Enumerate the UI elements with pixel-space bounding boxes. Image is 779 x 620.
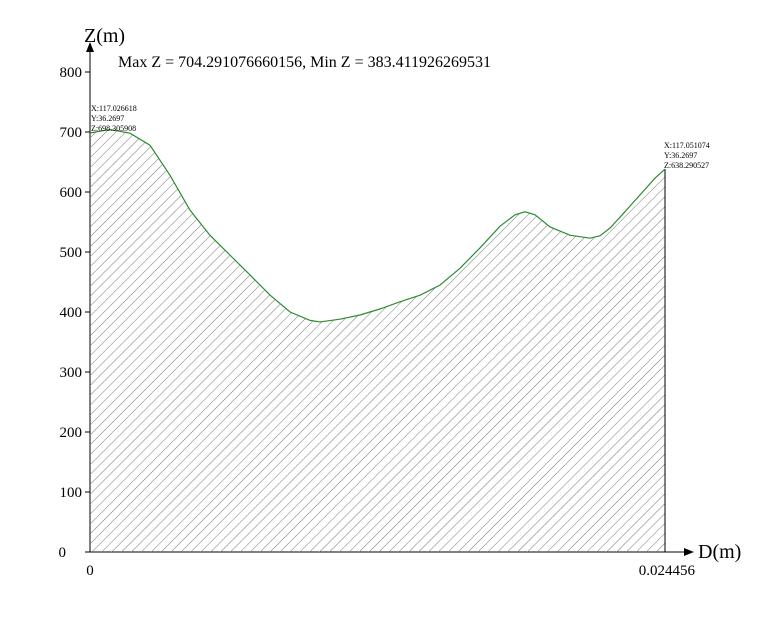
y-tick-label: 800: [60, 65, 83, 81]
area-fill: [90, 129, 665, 552]
y-tick-label: 0: [59, 545, 67, 561]
y-tick-label: 300: [60, 365, 83, 381]
x-axis-label: D(m): [698, 541, 741, 563]
point-label: Y:36.2697: [91, 114, 124, 123]
y-tick-label: 100: [60, 485, 83, 501]
y-tick-label: 700: [60, 125, 83, 141]
y-axis-arrow: [86, 42, 94, 52]
y-tick-label: 400: [60, 305, 83, 321]
point-label: Z:698.305908: [91, 124, 136, 133]
y-tick-label: 200: [60, 425, 83, 441]
y-tick-label: 500: [60, 245, 83, 261]
y-axis-label: Z(m): [84, 25, 125, 47]
profile-line: [89, 128, 666, 323]
x-tick-label: 0: [86, 563, 94, 579]
point-label: X:117.051074: [664, 141, 710, 150]
annotation: Max Z = 704.291076660156, Min Z = 383.41…: [118, 54, 491, 71]
point-label: Z:638.290527: [664, 161, 709, 170]
point-label: Y:36.2697: [664, 151, 697, 160]
x-axis-arrow: [684, 548, 694, 556]
point-label: X:117.026618: [91, 104, 137, 113]
x-tick-label: 0.024456: [639, 563, 696, 579]
y-tick-label: 600: [60, 185, 83, 201]
